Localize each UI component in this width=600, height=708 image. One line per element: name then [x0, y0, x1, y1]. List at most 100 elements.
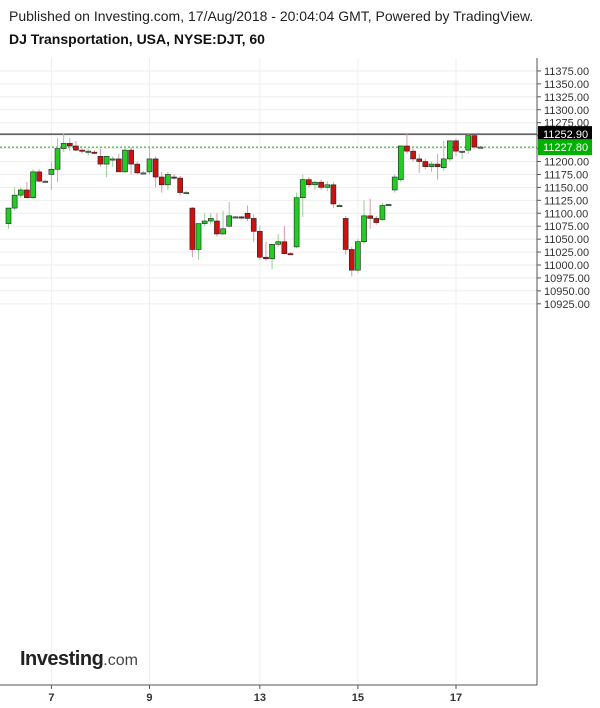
candle-body [465, 135, 472, 151]
candle-body [440, 158, 447, 169]
candle-body [128, 149, 134, 165]
candle [447, 140, 453, 162]
logo-suffix-text: .com [103, 652, 138, 669]
candle [398, 145, 404, 183]
price-axis: 10925.0010950.0010975.0011000.0011025.00… [537, 66, 590, 311]
candle [48, 161, 55, 190]
x-tick-label: 13 [254, 692, 266, 704]
candle [5, 207, 12, 229]
candle-body [195, 223, 202, 250]
candle [336, 203, 343, 208]
y-tick-label: 11000.00 [544, 260, 589, 272]
reference-lines [0, 133, 537, 148]
price-tag-label: 11227.80 [543, 142, 588, 154]
logo-main-text: Investing [20, 648, 104, 670]
candle-body [30, 171, 36, 199]
candle-body [189, 207, 196, 250]
candle-body [269, 244, 275, 260]
candle-body [54, 148, 61, 170]
candle [373, 215, 380, 225]
time-axis: 7 9 13 15 17 [48, 685, 462, 704]
candle [318, 179, 324, 190]
candle-body [477, 146, 484, 149]
candle-body [103, 156, 110, 165]
candles [5, 133, 484, 277]
candle-body [459, 150, 465, 153]
candle [379, 202, 386, 222]
candle-body [336, 205, 343, 207]
candle [103, 156, 110, 178]
candle-body [434, 163, 441, 167]
candle-body [410, 150, 416, 160]
candle-body [342, 218, 349, 250]
candle-body [97, 156, 104, 165]
candle-body [220, 228, 226, 235]
candle-body [287, 253, 294, 256]
y-tick-label: 10925.00 [544, 299, 590, 311]
candle [287, 252, 294, 256]
candle-body [146, 158, 153, 173]
candle [257, 226, 263, 260]
candle [85, 148, 91, 156]
candle [459, 150, 465, 159]
candle-body [42, 180, 49, 183]
candle-body [391, 176, 398, 191]
candle-body [171, 176, 177, 179]
candle [324, 181, 331, 191]
candle-body [318, 181, 324, 188]
candle [134, 161, 141, 175]
y-tick-label: 11375.00 [544, 66, 589, 78]
y-tick-label: 11300.00 [544, 105, 589, 117]
candle [355, 239, 361, 273]
candle-body [5, 207, 12, 224]
candle-body [471, 135, 478, 148]
candle-body [140, 172, 147, 175]
candle-body [416, 158, 423, 162]
grid [0, 58, 537, 685]
candle-body [67, 143, 73, 147]
candle-body [257, 231, 263, 258]
candle-body [293, 197, 300, 248]
y-tick-label: 11100.00 [544, 208, 588, 220]
candle-body [183, 192, 190, 195]
y-tick-label: 11075.00 [544, 221, 589, 233]
candle [91, 150, 98, 155]
candle-body [373, 218, 380, 223]
candle-body [385, 204, 392, 206]
published-credit: Published on Investing.com, 17/Aug/2018 … [9, 8, 534, 24]
x-tick-label: 17 [450, 692, 462, 704]
candle-body [109, 158, 116, 161]
candle-body [48, 168, 55, 175]
candle [477, 145, 484, 149]
plot-background [0, 58, 537, 685]
y-tick-label: 11175.00 [544, 169, 588, 181]
candle-body [232, 216, 239, 219]
candle [330, 182, 337, 209]
candle [73, 140, 79, 152]
candle-body [177, 177, 183, 193]
y-tick-label: 11200.00 [544, 157, 589, 169]
candle-body [11, 194, 18, 209]
candle-body [122, 149, 128, 173]
candle [293, 192, 300, 248]
candle-body [201, 220, 208, 224]
candle [67, 138, 73, 152]
candle-body [275, 241, 282, 245]
y-tick-label: 10950.00 [544, 286, 590, 298]
candle-body [379, 205, 386, 220]
candle [189, 207, 196, 258]
candle [238, 215, 245, 220]
y-tick-label: 11150.00 [544, 182, 588, 194]
candle [183, 190, 190, 195]
candle [42, 179, 49, 183]
candle-body [36, 171, 42, 182]
candle [177, 175, 183, 196]
candle [146, 147, 153, 175]
candle [244, 205, 251, 222]
candle-body [281, 241, 288, 254]
candle [391, 174, 398, 193]
candle [214, 213, 220, 237]
candle-body [238, 216, 245, 219]
candle-body [398, 145, 404, 180]
